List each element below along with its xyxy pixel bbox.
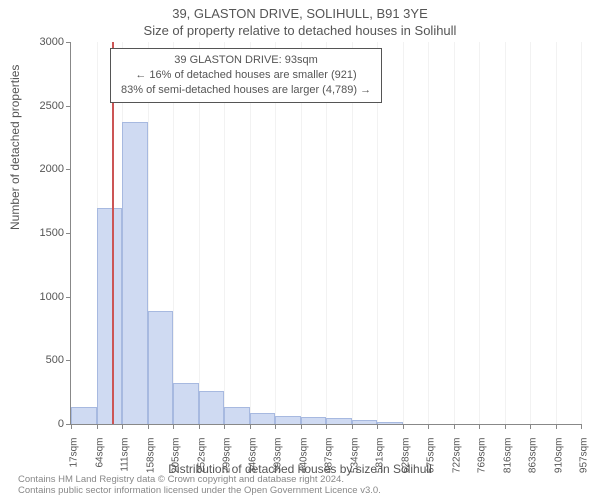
histogram-bar bbox=[301, 417, 327, 424]
y-tick bbox=[66, 169, 71, 170]
histogram-bar bbox=[97, 208, 123, 424]
y-tick-label: 0 bbox=[24, 418, 64, 430]
histogram-bar bbox=[199, 391, 225, 424]
x-tick-label: 581sqm bbox=[375, 438, 386, 488]
x-tick-label: 816sqm bbox=[502, 438, 513, 488]
x-tick-label: 534sqm bbox=[349, 438, 360, 488]
x-tick bbox=[173, 424, 174, 429]
gridline bbox=[403, 42, 404, 424]
gridline bbox=[428, 42, 429, 424]
x-tick-label: 722sqm bbox=[451, 438, 462, 488]
x-tick bbox=[122, 424, 123, 429]
x-tick bbox=[97, 424, 98, 429]
gridline bbox=[454, 42, 455, 424]
x-tick-label: 910sqm bbox=[553, 438, 564, 488]
y-tick-label: 1500 bbox=[24, 227, 64, 239]
x-tick bbox=[479, 424, 480, 429]
y-tick bbox=[66, 424, 71, 425]
histogram-bar bbox=[224, 407, 250, 424]
y-tick-label: 500 bbox=[24, 354, 64, 366]
x-tick bbox=[352, 424, 353, 429]
x-tick-label: 252sqm bbox=[196, 438, 207, 488]
y-tick bbox=[66, 297, 71, 298]
info-box: 39 GLASTON DRIVE: 93sqm ← 16% of detache… bbox=[110, 48, 382, 103]
x-tick bbox=[199, 424, 200, 429]
x-tick bbox=[301, 424, 302, 429]
y-tick bbox=[66, 233, 71, 234]
x-tick bbox=[581, 424, 582, 429]
histogram-bar bbox=[173, 383, 199, 424]
histogram-bar bbox=[377, 422, 403, 424]
x-tick bbox=[71, 424, 72, 429]
x-tick-label: 487sqm bbox=[324, 438, 335, 488]
y-tick-label: 2000 bbox=[24, 163, 64, 175]
x-tick-label: 299sqm bbox=[222, 438, 233, 488]
x-tick-label: 64sqm bbox=[94, 438, 105, 488]
x-tick bbox=[275, 424, 276, 429]
x-tick-label: 111sqm bbox=[120, 438, 131, 488]
y-tick bbox=[66, 106, 71, 107]
x-tick bbox=[428, 424, 429, 429]
y-axis-label: Number of detached properties bbox=[8, 65, 22, 230]
histogram-bar bbox=[71, 407, 97, 424]
x-tick-label: 957sqm bbox=[579, 438, 590, 488]
x-tick bbox=[556, 424, 557, 429]
x-tick bbox=[224, 424, 225, 429]
y-tick-label: 3000 bbox=[24, 36, 64, 48]
gridline bbox=[479, 42, 480, 424]
x-tick bbox=[505, 424, 506, 429]
x-tick-label: 205sqm bbox=[171, 438, 182, 488]
chart-title-address: 39, GLASTON DRIVE, SOLIHULL, B91 3YE bbox=[0, 0, 600, 21]
gridline bbox=[556, 42, 557, 424]
histogram-bar bbox=[352, 420, 378, 424]
chart-container: 39, GLASTON DRIVE, SOLIHULL, B91 3YE Siz… bbox=[0, 0, 600, 500]
x-tick-label: 863sqm bbox=[528, 438, 539, 488]
histogram-bar bbox=[148, 311, 174, 424]
x-tick bbox=[454, 424, 455, 429]
y-tick-label: 2500 bbox=[24, 100, 64, 112]
info-line-2: ← 16% of detached houses are smaller (92… bbox=[121, 68, 371, 83]
x-tick-label: 158sqm bbox=[145, 438, 156, 488]
x-tick-label: 17sqm bbox=[69, 438, 80, 488]
x-tick-label: 628sqm bbox=[400, 438, 411, 488]
x-tick bbox=[148, 424, 149, 429]
x-tick bbox=[250, 424, 251, 429]
histogram-bar bbox=[326, 418, 352, 424]
histogram-bar bbox=[275, 416, 301, 424]
gridline bbox=[505, 42, 506, 424]
x-tick bbox=[530, 424, 531, 429]
x-tick bbox=[377, 424, 378, 429]
x-tick-label: 440sqm bbox=[298, 438, 309, 488]
chart-subtitle: Size of property relative to detached ho… bbox=[0, 21, 600, 38]
x-tick-label: 675sqm bbox=[426, 438, 437, 488]
x-tick bbox=[326, 424, 327, 429]
histogram-bar bbox=[250, 413, 276, 424]
y-tick-label: 1000 bbox=[24, 291, 64, 303]
histogram-bar bbox=[122, 122, 148, 424]
info-line-1: 39 GLASTON DRIVE: 93sqm bbox=[121, 53, 371, 68]
x-tick bbox=[403, 424, 404, 429]
gridline bbox=[581, 42, 582, 424]
x-tick-label: 346sqm bbox=[247, 438, 258, 488]
gridline bbox=[530, 42, 531, 424]
x-tick-label: 769sqm bbox=[477, 438, 488, 488]
y-tick bbox=[66, 42, 71, 43]
x-tick-label: 393sqm bbox=[273, 438, 284, 488]
info-line-3: 83% of semi-detached houses are larger (… bbox=[121, 83, 371, 98]
y-tick bbox=[66, 360, 71, 361]
